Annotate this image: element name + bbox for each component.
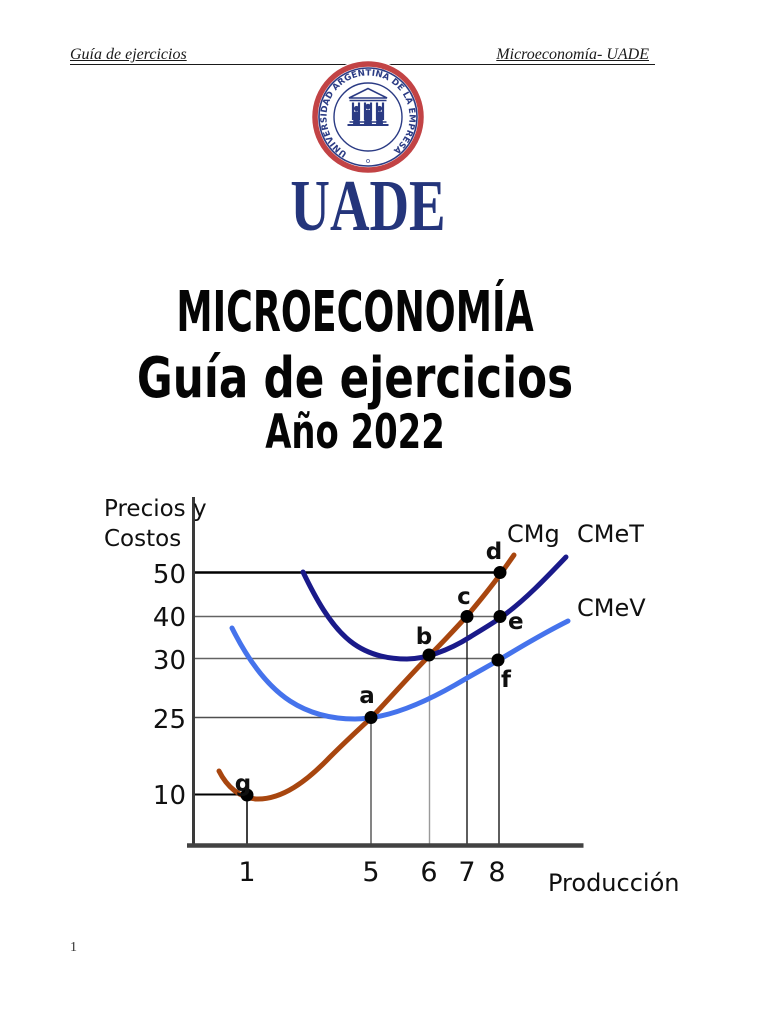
doc-title-line1: MICROECONOMÍA: [176, 280, 534, 345]
seal-outer-navy-ring: [318, 67, 418, 167]
xtick-7: 7: [458, 857, 475, 888]
point-e: [493, 610, 507, 623]
uade-wordmark: UADE: [290, 165, 446, 246]
seal-bottom-mark: o: [366, 157, 370, 165]
curve-cmet: [300, 554, 569, 662]
doc-title-line2: Guía de ejercicios: [136, 346, 574, 411]
doc-title-line3: Año 2022: [265, 405, 445, 460]
point-g: [240, 788, 254, 802]
xtick-8: 8: [488, 857, 505, 888]
point-label-e: e: [508, 609, 524, 635]
ytick-50: 50: [153, 560, 186, 590]
point-b: [422, 648, 436, 662]
xtick-6: 6: [420, 857, 437, 888]
curve-cmev: [229, 618, 571, 722]
header-left-text: Guía de ejercicios: [70, 46, 187, 63]
xtick-5: 5: [362, 857, 379, 888]
ytick-25: 25: [153, 705, 186, 735]
y-axis-label-line1: Precios y: [104, 496, 207, 522]
curve-label-cmg: CMg: [507, 520, 560, 548]
uade-seal-logo: UNIVERSIDAD ARGENTINA DE LA EMPRESA o: [311, 60, 425, 174]
seal-inner-navy-ring: [333, 82, 403, 152]
point-label-d: d: [486, 539, 502, 565]
chart-gridlines: [195, 571, 500, 845]
cost-curves-chart: g a b c d e f CMg CMeT CMeV 50 40 30 25 …: [104, 496, 679, 897]
chart-points: [240, 566, 507, 802]
seal-red-ring: [312, 61, 424, 173]
header-right-text: Microeconomía- UADE: [496, 46, 649, 63]
curve-label-cmev: CMeV: [577, 594, 646, 622]
point-d: [493, 566, 507, 579]
temple-pediment: [348, 87, 388, 99]
point-label-f: f: [501, 667, 512, 693]
point-a: [364, 711, 378, 724]
point-label-g: g: [235, 771, 251, 797]
x-axis-label: Producción: [548, 869, 679, 897]
ytick-40: 40: [153, 603, 186, 633]
ytick-30: 30: [153, 646, 186, 676]
point-label-c: c: [457, 584, 471, 610]
point-c: [460, 610, 474, 623]
curve-label-cmet: CMeT: [577, 520, 644, 548]
temple-figures: [353, 103, 383, 125]
xtick-1: 1: [238, 857, 255, 888]
ytick-10: 10: [153, 781, 186, 811]
point-label-b: b: [416, 624, 432, 650]
point-label-a: a: [359, 683, 375, 709]
seal-temple-emblem: [347, 87, 389, 126]
y-axis-label-line2: Costos: [104, 526, 181, 552]
point-f: [491, 653, 505, 667]
page-number: 1: [70, 940, 77, 955]
